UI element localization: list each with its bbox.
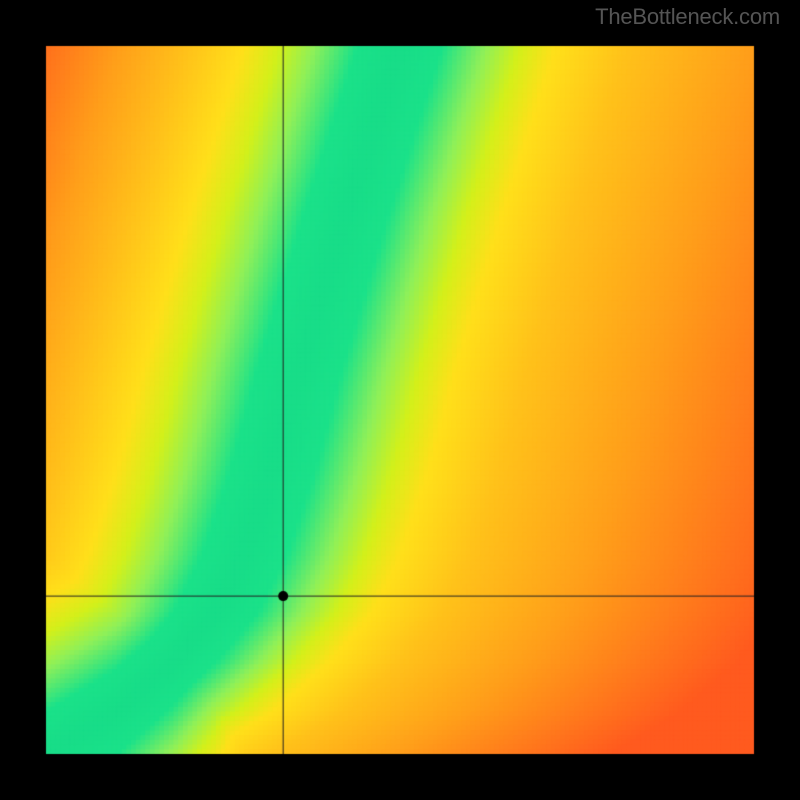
bottleneck-heatmap-canvas xyxy=(0,0,800,800)
watermark-text: TheBottleneck.com xyxy=(595,4,780,30)
chart-container: TheBottleneck.com xyxy=(0,0,800,800)
